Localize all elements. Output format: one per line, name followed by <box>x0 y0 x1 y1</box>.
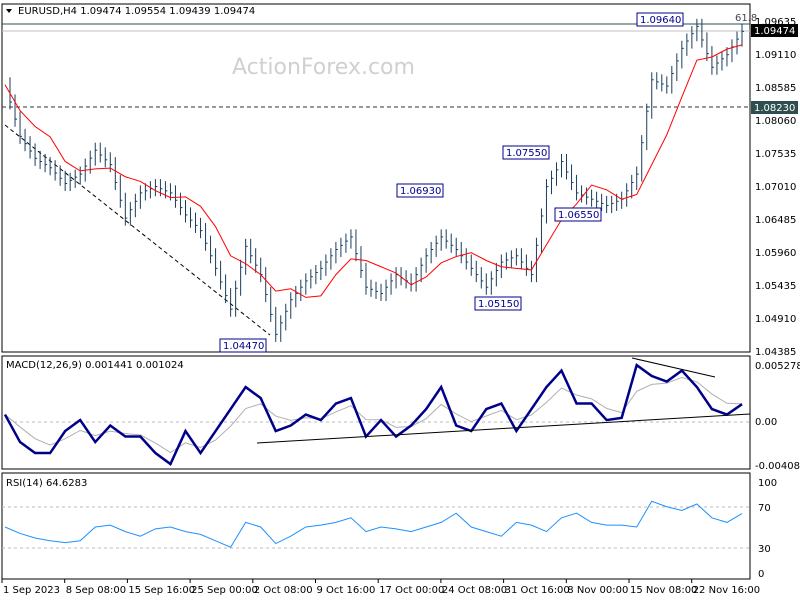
fib-label: 61.8 <box>735 13 757 24</box>
level-label: 1.08230 <box>754 103 795 114</box>
time-tick: 15 Nov 08:00 <box>630 585 697 596</box>
rsi-title: RSI(14) 64.6283 <box>6 478 87 489</box>
price-tick: 1.05435 <box>755 281 796 292</box>
price-annotation: 1.09640 <box>640 15 681 26</box>
time-tick: 22 Nov 16:00 <box>693 585 760 596</box>
price-annotation: 1.07550 <box>506 148 547 159</box>
rsi-tick-0: 0 <box>758 569 764 580</box>
macd-title: MACD(12,26,9) 0.001441 0.001024 <box>6 360 184 371</box>
price-annotation: 1.04470 <box>223 341 264 352</box>
time-tick: 17 Oct 00:00 <box>379 585 444 596</box>
header-symbol: EURUSD,H4 1.09474 1.09554 1.09439 1.0947… <box>18 6 255 17</box>
price-tick: 1.09110 <box>755 50 796 61</box>
price-annotation-box <box>636 12 684 27</box>
moving-average-line <box>4 44 743 298</box>
collapse-triangle-icon[interactable] <box>6 9 12 13</box>
macd-tick-min: -0.004087 <box>755 461 800 472</box>
price-tick: 1.04385 <box>755 347 796 358</box>
price-annotation-box <box>219 338 267 353</box>
price-tick: 1.09635 <box>755 17 796 28</box>
price-annotation-box <box>502 145 550 160</box>
price-tick: 1.07535 <box>755 149 796 160</box>
current-price-tag <box>751 24 798 37</box>
price-annotation: 1.05150 <box>478 299 519 310</box>
macd-pane <box>1 355 751 470</box>
time-tick: 8 Sep 08:00 <box>66 585 126 596</box>
current-price-label: 1.09474 <box>754 26 795 37</box>
price-annotation-box <box>396 183 444 198</box>
time-tick: 1 Sep 2023 <box>3 585 60 596</box>
rsi-tick-70: 70 <box>758 503 771 514</box>
price-bars <box>9 18 744 342</box>
rsi-tick-100: 100 <box>758 478 777 489</box>
macd-support-trendline <box>256 413 751 444</box>
rsi-tick-30: 30 <box>758 544 771 555</box>
price-annotation: 1.06930 <box>400 186 441 197</box>
price-axis: 1.09110 1.08585 1.08060 1.07535 1.07010 1.064… <box>755 17 796 358</box>
macd-line <box>3 362 743 466</box>
rsi-pane <box>1 472 751 580</box>
macd-tick-zero: 0.00 <box>755 417 777 428</box>
watermark: ActionForex.com <box>232 55 415 80</box>
rsi-line <box>4 500 743 548</box>
time-tick: 15 Sep 16:00 <box>128 585 195 596</box>
level-tag <box>751 101 798 114</box>
time-tick: 24 Oct 08:00 <box>442 585 507 596</box>
price-tick: 1.04910 <box>755 314 796 325</box>
time-tick: 25 Sep 00:00 <box>191 585 258 596</box>
time-tick: 2 Oct 08:00 <box>254 585 313 596</box>
time-tick: 9 Oct 16:00 <box>317 585 376 596</box>
price-tick: 1.08060 <box>755 116 796 127</box>
macd-tick-max: 0.005278 <box>755 361 800 372</box>
macd-signal-line <box>4 376 743 454</box>
time-tick: 8 Nov 00:00 <box>567 585 628 596</box>
price-annotations: 1.09640 1.07550 1.06930 1.06550 1.05150 1.044… <box>219 12 684 353</box>
price-tick: 1.07010 <box>755 182 796 193</box>
price-annotation: 1.06550 <box>558 210 599 221</box>
time-tick: 31 Oct 16:00 <box>505 585 570 596</box>
price-tick: 1.05960 <box>755 248 796 259</box>
price-annotation-box <box>554 207 602 222</box>
price-tick: 1.08585 <box>755 83 796 94</box>
price-tick: 1.06485 <box>755 215 796 226</box>
price-annotation-box <box>474 296 522 311</box>
price-pane <box>1 3 751 353</box>
macd-resistance-trendline <box>631 357 716 378</box>
